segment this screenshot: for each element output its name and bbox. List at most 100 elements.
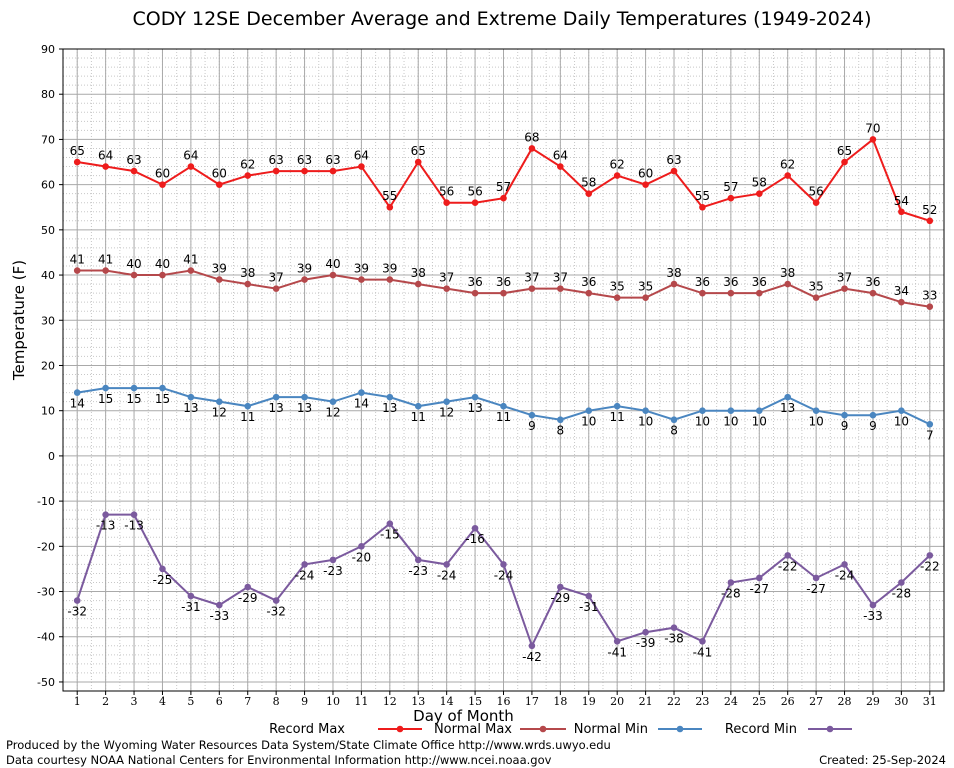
x-tick-label: 31 <box>923 695 937 708</box>
data-point <box>841 158 848 166</box>
data-point <box>784 280 791 288</box>
data-label: 12 <box>439 406 454 420</box>
data-label: 33 <box>922 289 937 303</box>
series-record-min: -32-13 -13-25-31-33-29-32-24 -23-20-15-23-… <box>67 511 940 664</box>
data-label: 37 <box>553 271 568 285</box>
legend-marker <box>396 725 404 733</box>
x-tick-label: 30 <box>894 695 908 708</box>
data-label: 63 <box>325 153 340 167</box>
data-label: -16 <box>465 532 485 546</box>
data-point <box>386 393 394 401</box>
created-date: Created: 25-Sep-2024 <box>819 753 946 767</box>
data-label: 38 <box>780 266 795 280</box>
data-label: 38 <box>240 266 255 280</box>
data-label: 65 <box>837 144 852 158</box>
data-label: -22 <box>778 559 798 573</box>
legend-item: Normal Max <box>434 722 566 737</box>
data-point <box>755 407 763 414</box>
data-point <box>301 393 308 401</box>
data-point <box>699 407 706 414</box>
data-label: 36 <box>695 275 710 289</box>
data-point <box>216 398 223 405</box>
data-label: 56 <box>808 185 823 199</box>
data-label: 41 <box>98 253 113 267</box>
data-label: -41 <box>693 645 713 659</box>
data-point <box>926 552 934 559</box>
y-tick-label: 70 <box>41 133 55 146</box>
data-point <box>130 167 138 175</box>
data-label: -24 <box>295 568 315 582</box>
data-point <box>414 556 422 564</box>
data-label: 11 <box>610 410 625 424</box>
x-tick-label: 23 <box>695 695 709 708</box>
data-label: 13 <box>467 401 482 415</box>
data-label: 63 <box>269 153 284 167</box>
data-label: -25 <box>153 573 173 587</box>
data-point <box>102 511 109 518</box>
data-point <box>244 583 252 591</box>
x-axis-label: Day of Month <box>413 707 514 725</box>
data-point <box>812 574 820 582</box>
data-point <box>471 199 479 207</box>
data-label: -23 <box>408 564 428 578</box>
data-point <box>869 411 877 419</box>
data-label: 68 <box>524 130 539 144</box>
data-point <box>557 285 564 292</box>
data-label: 55 <box>382 189 397 203</box>
data-point <box>414 402 422 410</box>
data-point <box>102 267 109 274</box>
data-point <box>528 411 536 419</box>
data-point <box>528 145 536 152</box>
data-label: 10 <box>723 415 738 429</box>
data-label: -27 <box>749 582 769 596</box>
data-label: 36 <box>467 275 482 289</box>
data-label: 65 <box>411 144 426 158</box>
data-point <box>755 574 763 582</box>
data-point <box>73 267 81 274</box>
data-point <box>585 190 593 197</box>
data-label: -29 <box>551 591 571 605</box>
data-label: -33 <box>863 609 883 623</box>
data-point <box>500 561 507 568</box>
data-label: 64 <box>98 149 113 163</box>
data-label: -24 <box>835 568 855 582</box>
data-label: 35 <box>808 280 823 294</box>
data-label: 7 <box>926 428 934 442</box>
data-point <box>784 552 791 559</box>
legend-label: Normal Min <box>574 722 648 737</box>
x-tick-label: 22 <box>667 695 681 708</box>
data-point <box>272 393 280 401</box>
data-point <box>244 172 252 179</box>
x-tick-label: 14 <box>440 695 454 708</box>
data-point <box>73 597 81 604</box>
data-point <box>812 407 820 414</box>
data-label: 10 <box>752 415 767 429</box>
data-point <box>358 389 365 396</box>
legend-item: Record Min <box>725 722 852 737</box>
data-label: 56 <box>439 185 454 199</box>
data-label: 34 <box>894 284 909 298</box>
x-tick-label: 20 <box>610 695 624 708</box>
data-point <box>272 167 280 175</box>
y-tick-label: 80 <box>41 88 55 101</box>
data-label: 58 <box>581 176 596 190</box>
y-tick-label: 60 <box>41 179 55 192</box>
data-point <box>471 524 479 532</box>
data-point <box>73 389 81 396</box>
y-axis-label: Temperature (F) <box>10 260 28 381</box>
data-label: -24 <box>437 568 457 582</box>
data-label: 10 <box>808 415 823 429</box>
data-label: 10 <box>581 415 596 429</box>
y-tick-label: -20 <box>37 540 55 553</box>
x-tick-label: 25 <box>752 695 766 708</box>
data-point <box>642 628 649 636</box>
y-tick-label: -40 <box>37 631 55 644</box>
data-label: 63 <box>126 153 141 167</box>
data-label: 12 <box>212 406 227 420</box>
x-tick-label: 8 <box>273 695 280 708</box>
x-tick-label: 3 <box>131 695 138 708</box>
credit-producer: Produced by the Wyoming Water Resources … <box>6 738 611 752</box>
x-tick-label: 11 <box>354 695 368 708</box>
data-label: 64 <box>354 149 369 163</box>
